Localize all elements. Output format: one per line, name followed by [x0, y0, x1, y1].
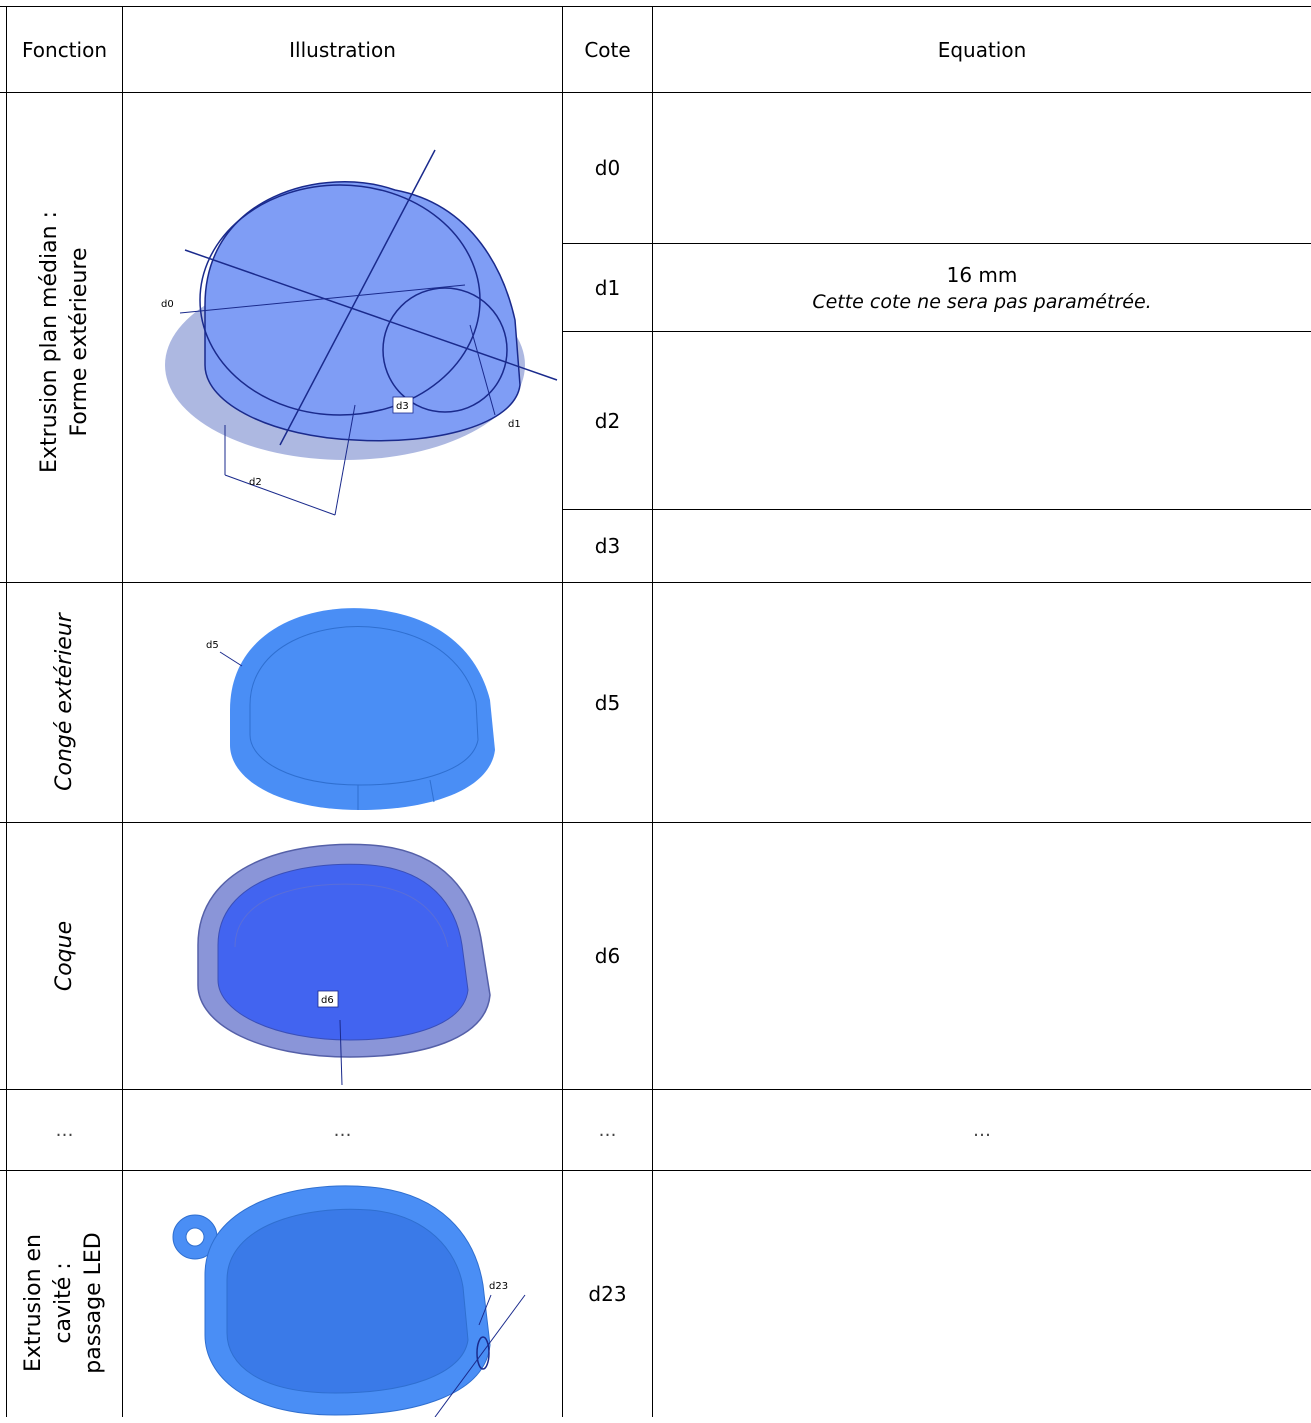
fonction-ellipsis: … [55, 1119, 74, 1141]
rule-d1-bottom [562, 331, 1311, 332]
rule-left [6, 6, 7, 1417]
equation-d1-note: Cette cote ne sera pas paramétrée. [812, 290, 1152, 313]
equation-d1: 16 mm Cette cote ne sera pas paramétrée. [653, 244, 1311, 331]
rule-col1 [122, 6, 123, 1417]
fonction-line2: Forme extérieure [67, 247, 92, 437]
rule-row4-bottom [0, 1170, 1311, 1171]
fonction-cavite-line2: cavité : [51, 1262, 76, 1344]
label-d0: d0 [161, 299, 174, 310]
illustration-extrusion: d0 d1 d2 d3 [125, 95, 560, 580]
fonction-line1: Extrusion plan médian : [37, 211, 62, 473]
fonction-cavite-line3: passage LED [81, 1232, 106, 1374]
fonction-cavite-line1: Extrusion en [21, 1234, 46, 1372]
equation-ellipsis: … [973, 1119, 991, 1141]
equation-d2 [653, 332, 1311, 509]
cote-d23: d23 [588, 1282, 627, 1306]
label-d2: d2 [249, 477, 262, 488]
header-fonction: Fonction [21, 37, 107, 62]
cote-d2: d2 [594, 408, 621, 433]
rule-row1-bottom [0, 582, 1311, 583]
fonction-coque-label: Coque [52, 920, 77, 992]
header-equation: Equation [937, 37, 1027, 62]
equation-d0 [653, 93, 1311, 243]
cote-ellipsis: … [598, 1119, 617, 1141]
equation-d3 [653, 510, 1311, 582]
label-d23: d23 [489, 1281, 508, 1292]
header-illustration: Illustration [289, 37, 396, 62]
rule-d2-bottom [562, 509, 1311, 510]
rule-top [0, 6, 1311, 7]
equation-d1-main: 16 mm [946, 262, 1018, 287]
illustration-conge: d5 [190, 590, 510, 818]
cote-d0: d0 [594, 156, 621, 180]
illustration-ellipsis: … [333, 1119, 352, 1141]
fonction-extrusion-cavite: Extrusion en cavité : passage LED [14, 1183, 114, 1423]
label-d6-box [317, 990, 339, 1008]
header-cote: Cote [584, 37, 631, 62]
fonction-extrusion-forme: Extrusion plan médian : Forme extérieure [25, 97, 105, 587]
rule-header-bottom [0, 92, 1311, 93]
fonction-conge-label: Congé extérieur [52, 613, 77, 791]
illustration-cavite: d23 [165, 1175, 535, 1417]
cote-d1: d1 [594, 275, 621, 300]
rule-row2-bottom [0, 822, 1311, 823]
rule-col2 [562, 6, 563, 1417]
label-d1: d1 [508, 419, 521, 430]
illustration-coque: d6 [190, 835, 500, 1085]
cote-d5: d5 [594, 690, 621, 715]
rule-col3 [652, 6, 653, 1417]
rule-row3-bottom [0, 1089, 1311, 1090]
label-d3: d3 [396, 401, 409, 412]
label-d6: d6 [321, 995, 334, 1006]
cote-d6: d6 [594, 944, 621, 968]
label-d3-box [392, 396, 414, 414]
rule-d0-bottom [562, 243, 1311, 244]
cote-d3: d3 [594, 534, 621, 558]
fonction-coque: Coque [25, 836, 105, 1076]
label-d5: d5 [206, 640, 219, 651]
fonction-conge: Congé extérieur [25, 582, 105, 822]
